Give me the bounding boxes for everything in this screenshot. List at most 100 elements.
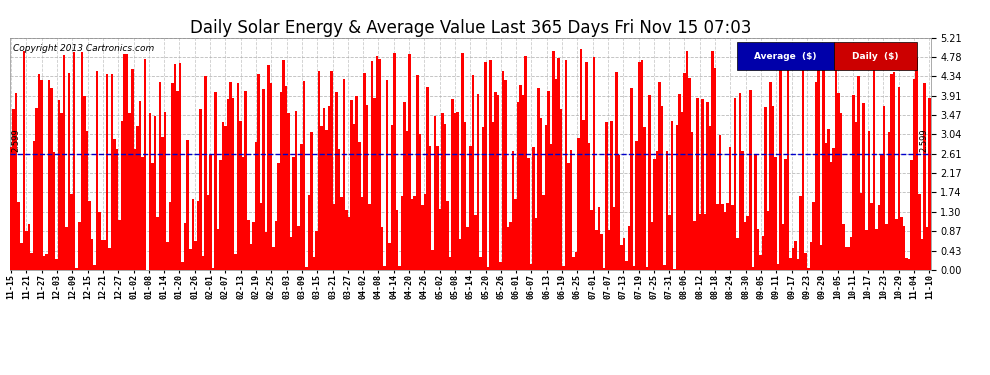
Bar <box>540 118 543 270</box>
Bar <box>282 60 285 270</box>
Bar <box>590 210 593 270</box>
Bar <box>383 266 386 270</box>
Bar <box>595 230 598 270</box>
Bar <box>782 224 784 270</box>
Bar <box>867 131 870 270</box>
Bar <box>426 87 429 270</box>
Bar <box>93 266 96 270</box>
Bar <box>191 199 194 270</box>
Bar <box>572 256 575 270</box>
Bar <box>515 199 517 270</box>
Bar <box>373 98 375 270</box>
Bar <box>525 57 527 270</box>
Text: Copyright 2013 Cartronics.com: Copyright 2013 Cartronics.com <box>13 45 153 54</box>
Bar <box>608 230 610 270</box>
Bar <box>862 103 865 270</box>
Bar <box>232 98 235 270</box>
Bar <box>269 83 272 270</box>
Bar <box>267 65 269 270</box>
Bar <box>792 248 794 270</box>
Bar <box>658 82 660 270</box>
Bar <box>686 51 688 270</box>
Bar <box>171 83 174 270</box>
Bar <box>908 259 911 270</box>
Bar <box>346 210 347 270</box>
Bar <box>764 107 766 270</box>
Bar <box>471 75 474 270</box>
Bar <box>504 80 507 270</box>
Bar <box>451 99 453 270</box>
Bar <box>153 116 156 270</box>
Bar <box>743 222 746 270</box>
Bar <box>227 99 230 270</box>
Bar <box>706 102 709 270</box>
Bar <box>429 146 432 270</box>
Bar <box>459 239 461 270</box>
Bar <box>285 86 287 270</box>
Bar <box>527 158 530 270</box>
Bar <box>893 72 895 270</box>
Bar <box>840 112 842 270</box>
Bar <box>711 51 714 270</box>
Bar <box>487 267 489 270</box>
Bar <box>176 91 179 270</box>
Text: 2.599: 2.599 <box>12 128 21 152</box>
Bar <box>683 73 686 270</box>
Bar <box>287 114 290 270</box>
Bar <box>421 205 424 270</box>
Bar <box>926 227 928 270</box>
Bar <box>368 204 370 270</box>
Bar <box>852 94 855 270</box>
Bar <box>297 226 300 270</box>
Bar <box>91 238 93 270</box>
Bar <box>911 160 913 270</box>
Bar <box>156 217 158 270</box>
Bar <box>318 71 320 270</box>
Bar <box>80 53 83 270</box>
Bar <box>184 223 186 270</box>
Bar <box>699 214 701 270</box>
Bar <box>870 203 872 270</box>
Bar <box>623 238 626 270</box>
Bar <box>746 216 749 270</box>
Bar <box>880 154 883 270</box>
Bar <box>148 113 151 270</box>
Bar <box>219 160 222 270</box>
Bar <box>259 203 262 270</box>
Bar <box>903 226 906 270</box>
Bar <box>141 157 144 270</box>
Bar <box>305 267 308 270</box>
Bar <box>603 268 605 270</box>
Bar <box>113 139 116 270</box>
Bar <box>691 132 693 270</box>
Bar <box>249 244 252 270</box>
Bar <box>509 222 512 270</box>
Bar <box>847 246 849 270</box>
Bar <box>774 157 777 270</box>
Bar <box>358 142 360 270</box>
Bar <box>547 91 549 270</box>
Bar <box>240 121 242 270</box>
Bar <box>544 125 547 270</box>
Bar <box>676 125 678 270</box>
Bar <box>242 158 245 270</box>
Bar <box>532 147 535 270</box>
Bar <box>75 268 78 270</box>
Bar <box>749 90 751 270</box>
Bar <box>565 60 567 270</box>
Bar <box>641 60 644 270</box>
Bar <box>398 266 401 270</box>
Bar <box>678 94 681 270</box>
Bar <box>60 113 63 270</box>
Bar <box>217 229 219 270</box>
Bar <box>434 116 437 270</box>
Bar <box>453 113 456 270</box>
Bar <box>264 232 267 270</box>
Bar <box>779 67 782 270</box>
Bar <box>158 82 161 270</box>
Bar <box>111 74 113 270</box>
Bar <box>131 69 134 270</box>
Bar <box>628 226 631 270</box>
Bar <box>370 61 373 270</box>
Bar <box>842 224 844 270</box>
